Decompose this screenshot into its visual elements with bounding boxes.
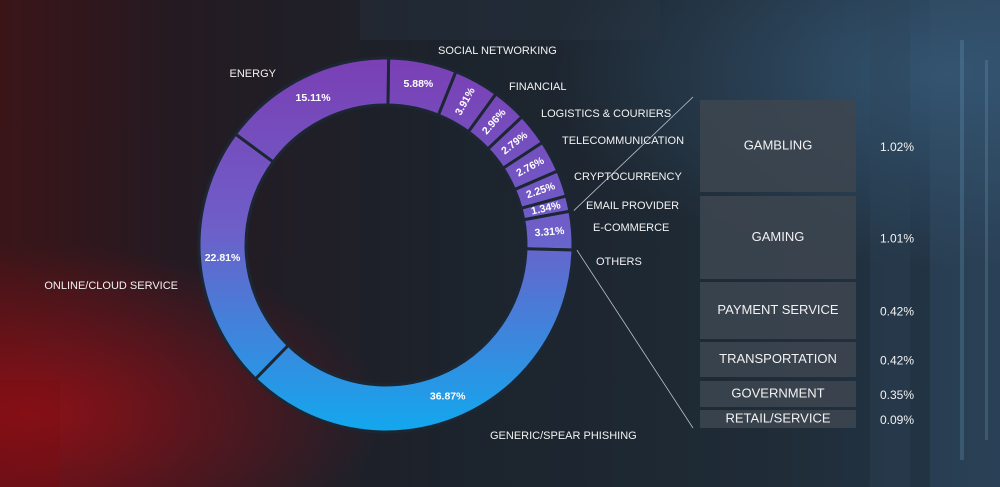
- donut-ring: 5.88%3.91%2.96%2.79%2.76%2.25%1.34%3.31%…: [197, 56, 575, 434]
- slice-energy: [233, 56, 391, 165]
- callout-line-bottom: [576, 249, 694, 429]
- slice-value-online-cloud-service: 22.81%: [205, 252, 241, 264]
- others-callout-lines: [573, 96, 694, 429]
- slice-value-generic-spear-phishing: 36.87%: [430, 391, 466, 403]
- breakdown-value-gaming: 1.01%: [880, 232, 914, 246]
- breakdown-value-government: 0.35%: [880, 388, 914, 402]
- slice-labels: SOCIAL NETWORKING FINANCIAL LOGISTICS & CO…: [44, 45, 684, 442]
- breakdown-box-gaming: [700, 196, 856, 279]
- slice-label-logistics-couriers: LOGISTICS & COURIERS: [541, 108, 671, 120]
- slice-generic-spear-phishing: [253, 247, 575, 434]
- breakdown-label-payment-service: PAYMENT SERVICE: [717, 302, 838, 317]
- slice-label-email-provider: EMAIL PROVIDER: [586, 200, 679, 212]
- slice-value-social-networking: 5.88%: [403, 78, 433, 90]
- breakdown-box-gambling: [700, 100, 856, 192]
- breakdown-label-gaming: GAMING: [752, 229, 805, 244]
- breakdown-value-payment-service: 0.42%: [880, 305, 914, 319]
- slice-label-telecommunication: TELECOMMUNICATION: [562, 135, 684, 147]
- slice-label-online-cloud-service: ONLINE/CLOUD SERVICE: [44, 280, 178, 292]
- slice-label-others: OTHERS: [596, 256, 642, 268]
- slice-label-energy: ENERGY: [230, 68, 277, 80]
- breakdown-value-gambling: 1.02%: [880, 140, 914, 154]
- slice-value-energy: 15.11%: [296, 92, 332, 104]
- others-breakdown-panel: GAMBLING 1.02% GAMING 1.01% PAYMENT SERVICE 0…: [700, 100, 914, 428]
- breakdown-value-retail-service: 0.09%: [880, 413, 914, 427]
- breakdown-label-government: GOVERNMENT: [731, 385, 824, 400]
- slice-label-e-commerce: E-COMMERCE: [593, 222, 669, 234]
- breakdown-box-retail-service: [700, 410, 856, 428]
- breakdown-box-payment-service: [700, 282, 856, 339]
- callout-line-top: [573, 96, 694, 211]
- breakdown-label-transportation: TRANSPORTATION: [719, 351, 837, 366]
- breakdown-label-retail-service: RETAIL/SERVICE: [726, 410, 831, 425]
- breakdown-box-transportation: [700, 342, 856, 377]
- breakdown-box-government: [700, 381, 856, 407]
- slice-value-others: 3.31%: [534, 225, 565, 239]
- breakdown-label-gambling: GAMBLING: [744, 137, 813, 152]
- breakdown-value-transportation: 0.42%: [880, 354, 914, 368]
- slice-label-cryptocurrency: CRYPTOCURRENCY: [574, 171, 682, 183]
- slice-label-financial: FINANCIAL: [509, 81, 566, 93]
- slice-label-generic-spear-phishing: GENERIC/SPEAR PHISHING: [490, 430, 637, 442]
- slice-label-social-networking: SOCIAL NETWORKING: [438, 45, 557, 57]
